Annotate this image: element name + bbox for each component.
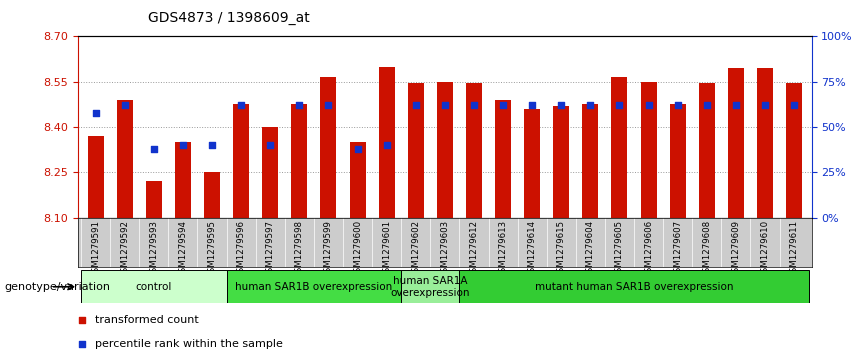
Point: [700, 102, 713, 108]
Bar: [88, 136, 103, 218]
Text: GSM1279595: GSM1279595: [207, 220, 216, 278]
Point: [293, 102, 306, 108]
Text: human SAR1B overexpression: human SAR1B overexpression: [235, 282, 392, 292]
Bar: [116, 100, 133, 218]
Text: GSM1279607: GSM1279607: [674, 220, 682, 278]
Point: [147, 146, 161, 152]
Point: [671, 102, 685, 108]
Text: transformed count: transformed count: [95, 315, 200, 325]
Bar: [699, 83, 715, 218]
Bar: [670, 105, 686, 218]
Point: [351, 146, 365, 152]
Text: GSM1279593: GSM1279593: [149, 220, 158, 278]
Bar: [262, 127, 279, 218]
Point: [321, 102, 335, 108]
Bar: [611, 77, 628, 218]
Bar: [350, 142, 365, 218]
Bar: [466, 83, 482, 218]
Point: [89, 110, 102, 115]
Text: GSM1279603: GSM1279603: [440, 220, 450, 278]
Bar: [292, 105, 307, 218]
FancyBboxPatch shape: [227, 270, 401, 303]
Bar: [524, 109, 540, 218]
Text: percentile rank within the sample: percentile rank within the sample: [95, 339, 283, 349]
Text: GSM1279611: GSM1279611: [790, 220, 799, 278]
Point: [555, 102, 569, 108]
FancyBboxPatch shape: [401, 270, 459, 303]
Point: [729, 102, 743, 108]
Point: [234, 102, 248, 108]
Text: GSM1279612: GSM1279612: [470, 220, 478, 278]
Text: GSM1279610: GSM1279610: [760, 220, 770, 278]
Text: GSM1279592: GSM1279592: [120, 220, 129, 278]
Text: GSM1279597: GSM1279597: [266, 220, 274, 278]
Bar: [204, 172, 220, 218]
Bar: [233, 105, 249, 218]
Point: [263, 142, 277, 148]
Text: GSM1279604: GSM1279604: [586, 220, 595, 278]
Point: [205, 142, 219, 148]
Point: [758, 102, 772, 108]
Point: [437, 102, 451, 108]
Bar: [146, 182, 161, 218]
Text: GSM1279615: GSM1279615: [556, 220, 566, 278]
Text: GSM1279599: GSM1279599: [324, 220, 333, 278]
Point: [379, 142, 393, 148]
Text: GSM1279606: GSM1279606: [644, 220, 653, 278]
Text: GSM1279613: GSM1279613: [498, 220, 508, 278]
Bar: [553, 106, 569, 218]
Bar: [495, 100, 511, 218]
Bar: [437, 82, 453, 218]
Text: GSM1279608: GSM1279608: [702, 220, 711, 278]
Text: mutant human SAR1B overexpression: mutant human SAR1B overexpression: [535, 282, 733, 292]
Text: GSM1279600: GSM1279600: [353, 220, 362, 278]
Text: GSM1279594: GSM1279594: [179, 220, 187, 278]
Bar: [641, 82, 656, 218]
Point: [176, 142, 190, 148]
Text: GSM1279596: GSM1279596: [237, 220, 246, 278]
Text: GSM1279609: GSM1279609: [732, 220, 740, 278]
Bar: [728, 68, 744, 218]
Text: human SAR1A
overexpression: human SAR1A overexpression: [391, 276, 470, 298]
Bar: [174, 142, 191, 218]
Text: GSM1279605: GSM1279605: [615, 220, 624, 278]
Point: [787, 102, 801, 108]
Bar: [408, 83, 424, 218]
Text: GSM1279614: GSM1279614: [528, 220, 536, 278]
Point: [613, 102, 627, 108]
Bar: [582, 105, 598, 218]
Text: genotype/variation: genotype/variation: [4, 282, 110, 292]
Point: [641, 102, 655, 108]
Point: [409, 102, 423, 108]
Bar: [320, 77, 337, 218]
Text: GDS4873 / 1398609_at: GDS4873 / 1398609_at: [148, 11, 309, 25]
Point: [467, 102, 481, 108]
Bar: [378, 66, 395, 218]
Text: GSM1279602: GSM1279602: [411, 220, 420, 278]
Point: [583, 102, 597, 108]
FancyBboxPatch shape: [81, 270, 227, 303]
Text: control: control: [135, 282, 172, 292]
Text: GSM1279598: GSM1279598: [295, 220, 304, 278]
Point: [118, 102, 132, 108]
Point: [327, 222, 341, 228]
Point: [525, 102, 539, 108]
Bar: [757, 68, 773, 218]
Point: [496, 102, 510, 108]
Text: GSM1279601: GSM1279601: [382, 220, 391, 278]
Text: GSM1279591: GSM1279591: [91, 220, 100, 278]
Point: [327, 8, 341, 13]
Bar: [786, 83, 802, 218]
FancyBboxPatch shape: [459, 270, 809, 303]
